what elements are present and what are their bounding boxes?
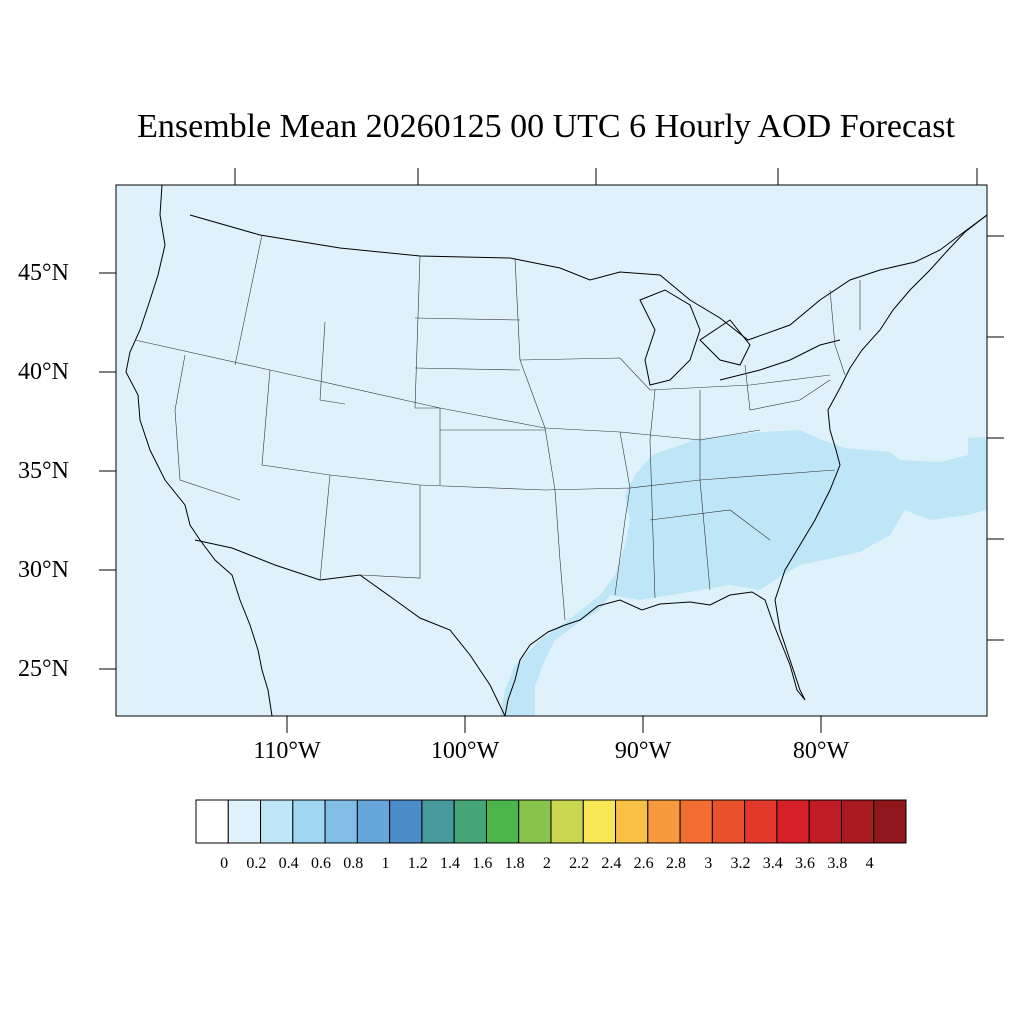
colorbar-swatch-8 — [453, 799, 487, 844]
map-frame — [115, 184, 988, 717]
colorbar-swatch-0 — [195, 799, 229, 844]
bottom-ticks — [286, 716, 822, 733]
lat-label-35: 35°N — [18, 458, 69, 484]
lon-label-100w: 100°W — [430, 738, 500, 764]
colorbar-swatch-12 — [582, 799, 617, 844]
lon-label-80w: 80°W — [792, 738, 850, 764]
top-ticks — [234, 168, 978, 185]
colorbar-swatch-2 — [260, 799, 294, 844]
coastline-gulf — [504, 214, 987, 716]
colorbar-level-label: 0 — [220, 855, 229, 872]
colorbar-level-label: 2.8 — [665, 855, 686, 872]
colorbar-level-label: 1.8 — [504, 855, 525, 872]
colorbar-swatch-3 — [292, 799, 326, 844]
colorbar-level-label: 0.4 — [278, 855, 299, 872]
state-borders — [134, 234, 861, 621]
colorbar-swatch-7 — [421, 799, 455, 844]
colorbar-swatch-21 — [873, 799, 907, 844]
colorbar-swatch-4 — [324, 799, 358, 844]
lon-label-90w: 90°W — [614, 738, 672, 764]
colorbar-level-label: 1.6 — [472, 855, 493, 872]
colorbar-swatch-9 — [485, 799, 520, 844]
colorbar-level-label: 4 — [865, 855, 874, 872]
colorbar-level-label: 0.6 — [310, 855, 331, 872]
chart-title: Ensemble Mean 20260125 00 UTC 6 Hourly A… — [137, 108, 955, 145]
colorbar-swatch-13 — [615, 799, 649, 844]
colorbar-swatch-20 — [840, 799, 875, 844]
colorbar-swatch-15 — [679, 799, 713, 844]
mexico-border — [194, 539, 506, 716]
aod-plume-southeast — [500, 430, 987, 716]
colorbar-level-label: 3.4 — [762, 855, 783, 872]
lat-label-45: 45°N — [18, 260, 69, 286]
colorbar-level-label: 0.2 — [246, 855, 267, 872]
colorbar-swatch-19 — [808, 799, 842, 844]
colorbar-level-label: 2.2 — [569, 855, 590, 872]
colorbar-swatch-18 — [776, 799, 810, 844]
colorbar-level-label: 1.2 — [407, 855, 428, 872]
coastline-west — [125, 185, 273, 716]
colorbar-level-label: 1 — [381, 855, 390, 872]
colorbar-level-label: 0.8 — [343, 855, 364, 872]
colorbar-level-label: 2.4 — [601, 855, 622, 872]
lat-label-25: 25°N — [18, 656, 69, 682]
lat-label-30: 30°N — [18, 557, 69, 583]
left-ticks — [99, 272, 116, 670]
colorbar-swatch-16 — [711, 799, 746, 844]
colorbar-swatch-5 — [356, 799, 391, 844]
great-lakes — [639, 289, 841, 386]
right-ticks — [987, 235, 1004, 641]
colorbar-level-label: 3 — [704, 855, 713, 872]
colorbar-swatch-11 — [550, 799, 584, 844]
colorbar-level-label: 3.2 — [730, 855, 751, 872]
lon-label-110w: 110°W — [253, 738, 321, 764]
colorbar-swatch-14 — [647, 799, 681, 844]
colorbar-level-label: 1.4 — [440, 855, 461, 872]
colorbar-level-label: 3.8 — [827, 855, 848, 872]
colorbar-level-label: 2 — [542, 855, 551, 872]
canada-border — [189, 214, 987, 341]
colorbar-swatch-1 — [227, 799, 262, 844]
colorbar-swatch-6 — [389, 799, 423, 844]
colorbar-swatch-10 — [518, 799, 552, 844]
colorbar-swatch-17 — [744, 799, 778, 844]
colorbar-level-label: 3.6 — [795, 855, 816, 872]
colorbar-level-label: 2.6 — [633, 855, 654, 872]
lat-label-40: 40°N — [18, 359, 69, 385]
